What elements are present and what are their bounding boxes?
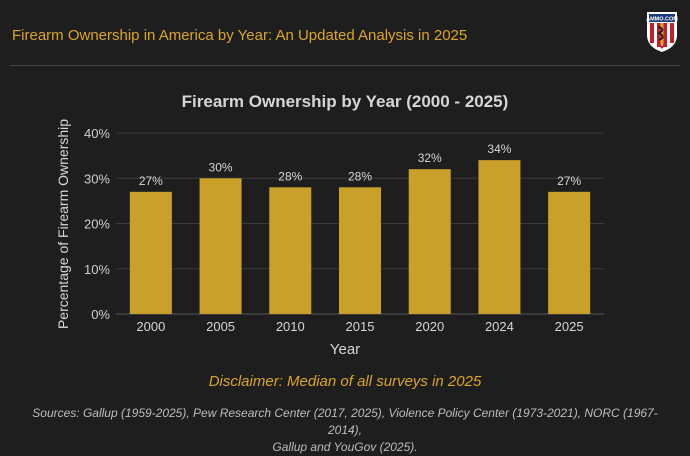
svg-text:AMMO.COM: AMMO.COM bbox=[646, 17, 678, 23]
bar bbox=[129, 191, 172, 314]
bar bbox=[199, 178, 242, 314]
bar bbox=[478, 160, 521, 314]
chart-title: Firearm Ownership by Year (2000 - 2025) bbox=[182, 92, 509, 111]
sources-line-2: Gallup and YouGov (2025). bbox=[272, 440, 418, 454]
x-tick-label: 2020 bbox=[415, 319, 444, 334]
x-tick-label: 2025 bbox=[555, 319, 584, 334]
x-tick-label: 2024 bbox=[485, 319, 514, 334]
y-axis-label: Percentage of Firearm Ownership bbox=[55, 119, 71, 329]
data-label: 27% bbox=[557, 174, 581, 188]
bar bbox=[269, 187, 312, 314]
x-tick-label: 2010 bbox=[276, 319, 305, 334]
data-label: 27% bbox=[139, 174, 163, 188]
y-tick-label: 0% bbox=[91, 307, 110, 322]
data-label: 34% bbox=[487, 142, 511, 156]
page-title: Firearm Ownership in America by Year: An… bbox=[12, 27, 468, 44]
data-label: 28% bbox=[278, 169, 302, 183]
bar bbox=[548, 191, 591, 314]
x-tick-label: 2015 bbox=[346, 319, 375, 334]
header-divider bbox=[10, 65, 680, 66]
y-tick-label: 20% bbox=[84, 217, 110, 232]
x-axis-label: Year bbox=[330, 341, 360, 358]
y-tick-label: 10% bbox=[84, 262, 110, 277]
data-label: 32% bbox=[418, 151, 442, 165]
bar-chart: Firearm Ownership by Year (2000 - 2025) … bbox=[55, 92, 604, 358]
bar bbox=[408, 169, 451, 314]
ammo-com-logo: AMMO.COM bbox=[646, 12, 678, 52]
x-tick-label: 2005 bbox=[206, 319, 235, 334]
data-label: 30% bbox=[209, 160, 233, 174]
y-tick-label: 40% bbox=[84, 126, 110, 141]
sources-line-1: Sources: Gallup (1959-2025), Pew Researc… bbox=[32, 406, 658, 437]
data-label: 28% bbox=[348, 169, 372, 183]
disclaimer: Disclaimer: Median of all surveys in 202… bbox=[208, 373, 482, 390]
sources: Sources: Gallup (1959-2025), Pew Researc… bbox=[20, 405, 670, 456]
x-tick-label: 2000 bbox=[136, 319, 165, 334]
y-tick-label: 30% bbox=[84, 171, 110, 186]
bar bbox=[339, 187, 381, 314]
